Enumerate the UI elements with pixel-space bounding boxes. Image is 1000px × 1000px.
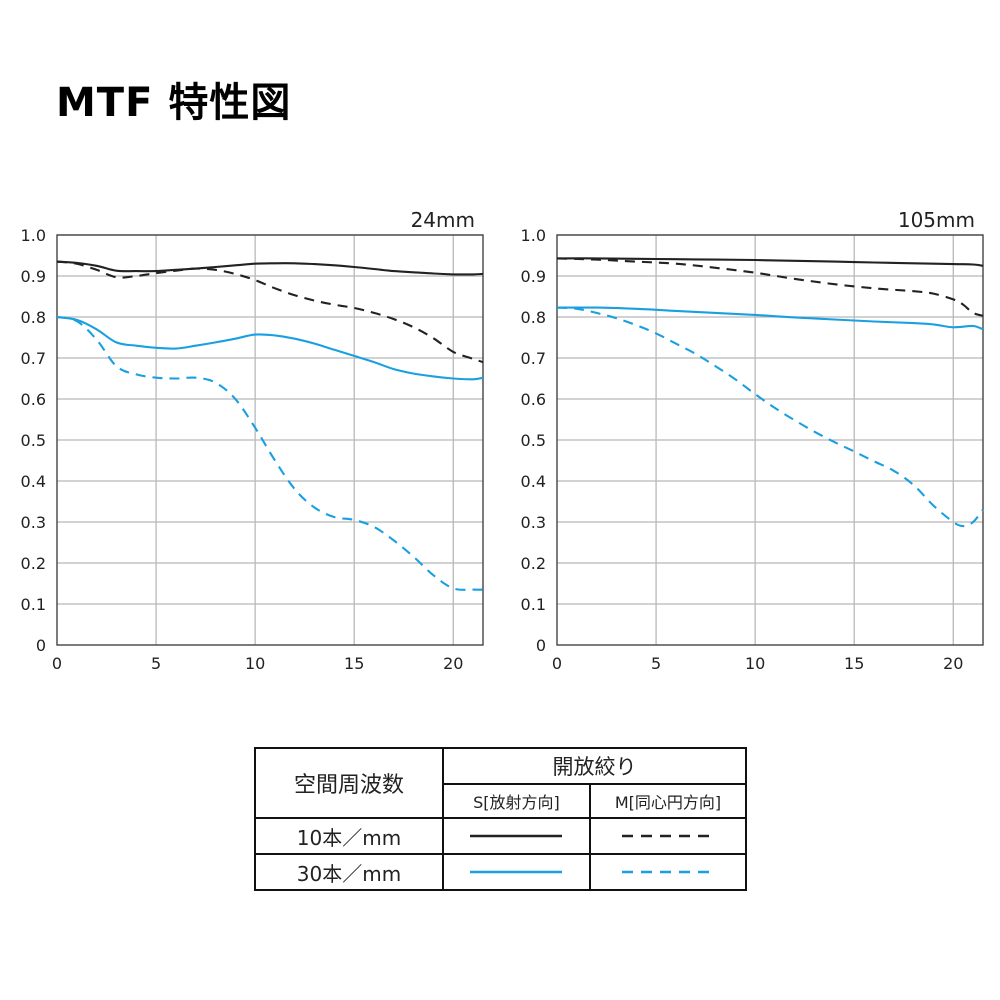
series-line-black-dashed <box>556 257 984 317</box>
legend-swatch-10-dashed <box>588 817 748 855</box>
legend-line-blue-dashed <box>621 870 714 874</box>
series-line-black-dashed <box>56 260 484 364</box>
y-tick-label: 0.6 <box>521 390 546 409</box>
y-tick-label: 1.0 <box>21 226 46 245</box>
y-tick-label: 0.6 <box>21 390 46 409</box>
x-tick-label: 15 <box>344 654 364 673</box>
legend-sub-header-m: M[同心円方向] <box>588 783 748 819</box>
plot-frame <box>56 234 484 646</box>
x-tick-label: 20 <box>443 654 463 673</box>
x-tick-label: 5 <box>151 654 161 673</box>
x-tick-label: 0 <box>552 654 562 673</box>
legend-swatch-10-solid <box>442 817 591 855</box>
page-title: MTF 特性図 <box>56 80 292 126</box>
series-line-blue-dashed <box>56 315 484 591</box>
mtf-chart-24mm: 24mm 0 0.1 0.2 0.3 0.4 0.5 0.6 0.7 0.8 0.9 1.0 0 5 10 1… <box>21 208 484 673</box>
legend-line-blue-solid <box>470 870 563 874</box>
y-tick-label: 0.9 <box>521 267 546 286</box>
y-tick-label: 0.7 <box>521 349 546 368</box>
y-tick-label: 0.1 <box>21 595 46 614</box>
legend-line-black-solid <box>470 834 563 838</box>
y-tick-label: 0.4 <box>21 472 46 491</box>
chart-title: 24mm <box>411 208 475 232</box>
x-tick-label: 0 <box>52 654 62 673</box>
y-tick-label: 0.5 <box>521 431 546 450</box>
x-tick-label: 5 <box>651 654 661 673</box>
series-line-black-solid <box>556 257 984 267</box>
y-tick-label: 0.8 <box>521 308 546 327</box>
series-line-blue-solid <box>556 306 984 331</box>
y-tick-label: 0 <box>36 636 46 655</box>
y-tick-label: 0.5 <box>21 431 46 450</box>
grid-lines <box>557 234 983 645</box>
y-tick-label: 0.7 <box>21 349 46 368</box>
chart-title: 105mm <box>898 208 975 232</box>
y-tick-label: 0 <box>536 636 546 655</box>
legend-swatch-30-dashed <box>588 853 748 891</box>
y-tick-label: 0.2 <box>521 554 546 573</box>
y-tick-label: 0.2 <box>21 554 46 573</box>
x-tick-label: 10 <box>245 654 265 673</box>
x-tick-label: 10 <box>745 654 765 673</box>
mtf-chart-105mm: 105mm 0 0.1 0.2 0.3 0.4 0.5 0.6 0.7 0.8 0.9 1.0 0 5 10… <box>521 208 984 673</box>
legend-sub-header-s: S[放射方向] <box>442 783 591 819</box>
series-line-black-solid <box>56 260 484 276</box>
y-tick-label: 0.1 <box>521 595 546 614</box>
legend-col-header: 空間周波数 <box>254 747 444 819</box>
x-tick-label: 20 <box>943 654 963 673</box>
x-tick-label: 15 <box>844 654 864 673</box>
y-tick-label: 0.3 <box>521 513 546 532</box>
legend-group-header: 開放絞り <box>442 747 747 785</box>
legend-line-black-dashed <box>621 834 714 838</box>
series-line-blue-dashed <box>556 306 984 528</box>
y-tick-label: 0.4 <box>521 472 546 491</box>
legend-row-label-10: 10本／mm <box>254 817 444 855</box>
legend-row-label-30: 30本／mm <box>254 853 444 891</box>
legend-swatch-30-solid <box>442 853 591 891</box>
y-tick-label: 0.8 <box>21 308 46 327</box>
series-line-blue-solid <box>56 315 484 381</box>
legend-table: 空間周波数 開放絞り S[放射方向] M[同心円方向] 10本／mm 30本／m… <box>254 747 748 891</box>
y-tick-label: 0.9 <box>21 267 46 286</box>
y-tick-label: 0.3 <box>21 513 46 532</box>
y-tick-label: 1.0 <box>521 226 546 245</box>
grid-lines <box>57 234 483 645</box>
plot-frame <box>556 234 984 646</box>
